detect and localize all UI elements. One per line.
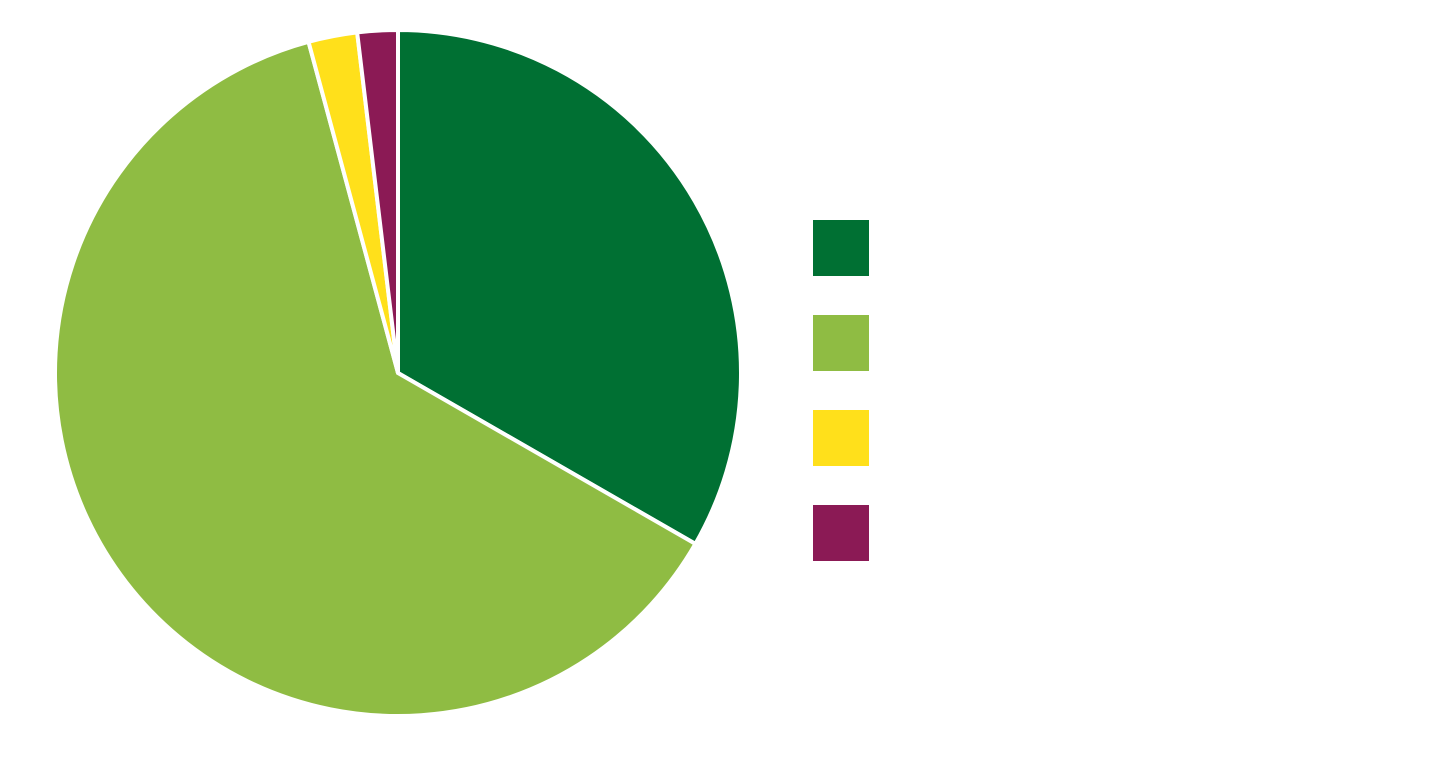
pie-slices <box>53 27 743 718</box>
legend-swatch-1 <box>813 220 869 276</box>
pie-slice-2 <box>53 39 699 718</box>
legend-swatch-4 <box>813 505 869 561</box>
pie-slice-4 <box>354 27 400 374</box>
pie-slice-1 <box>396 27 743 547</box>
chart-legend <box>813 220 869 561</box>
legend-swatch-3 <box>813 410 869 466</box>
legend-swatch-2 <box>813 315 869 371</box>
